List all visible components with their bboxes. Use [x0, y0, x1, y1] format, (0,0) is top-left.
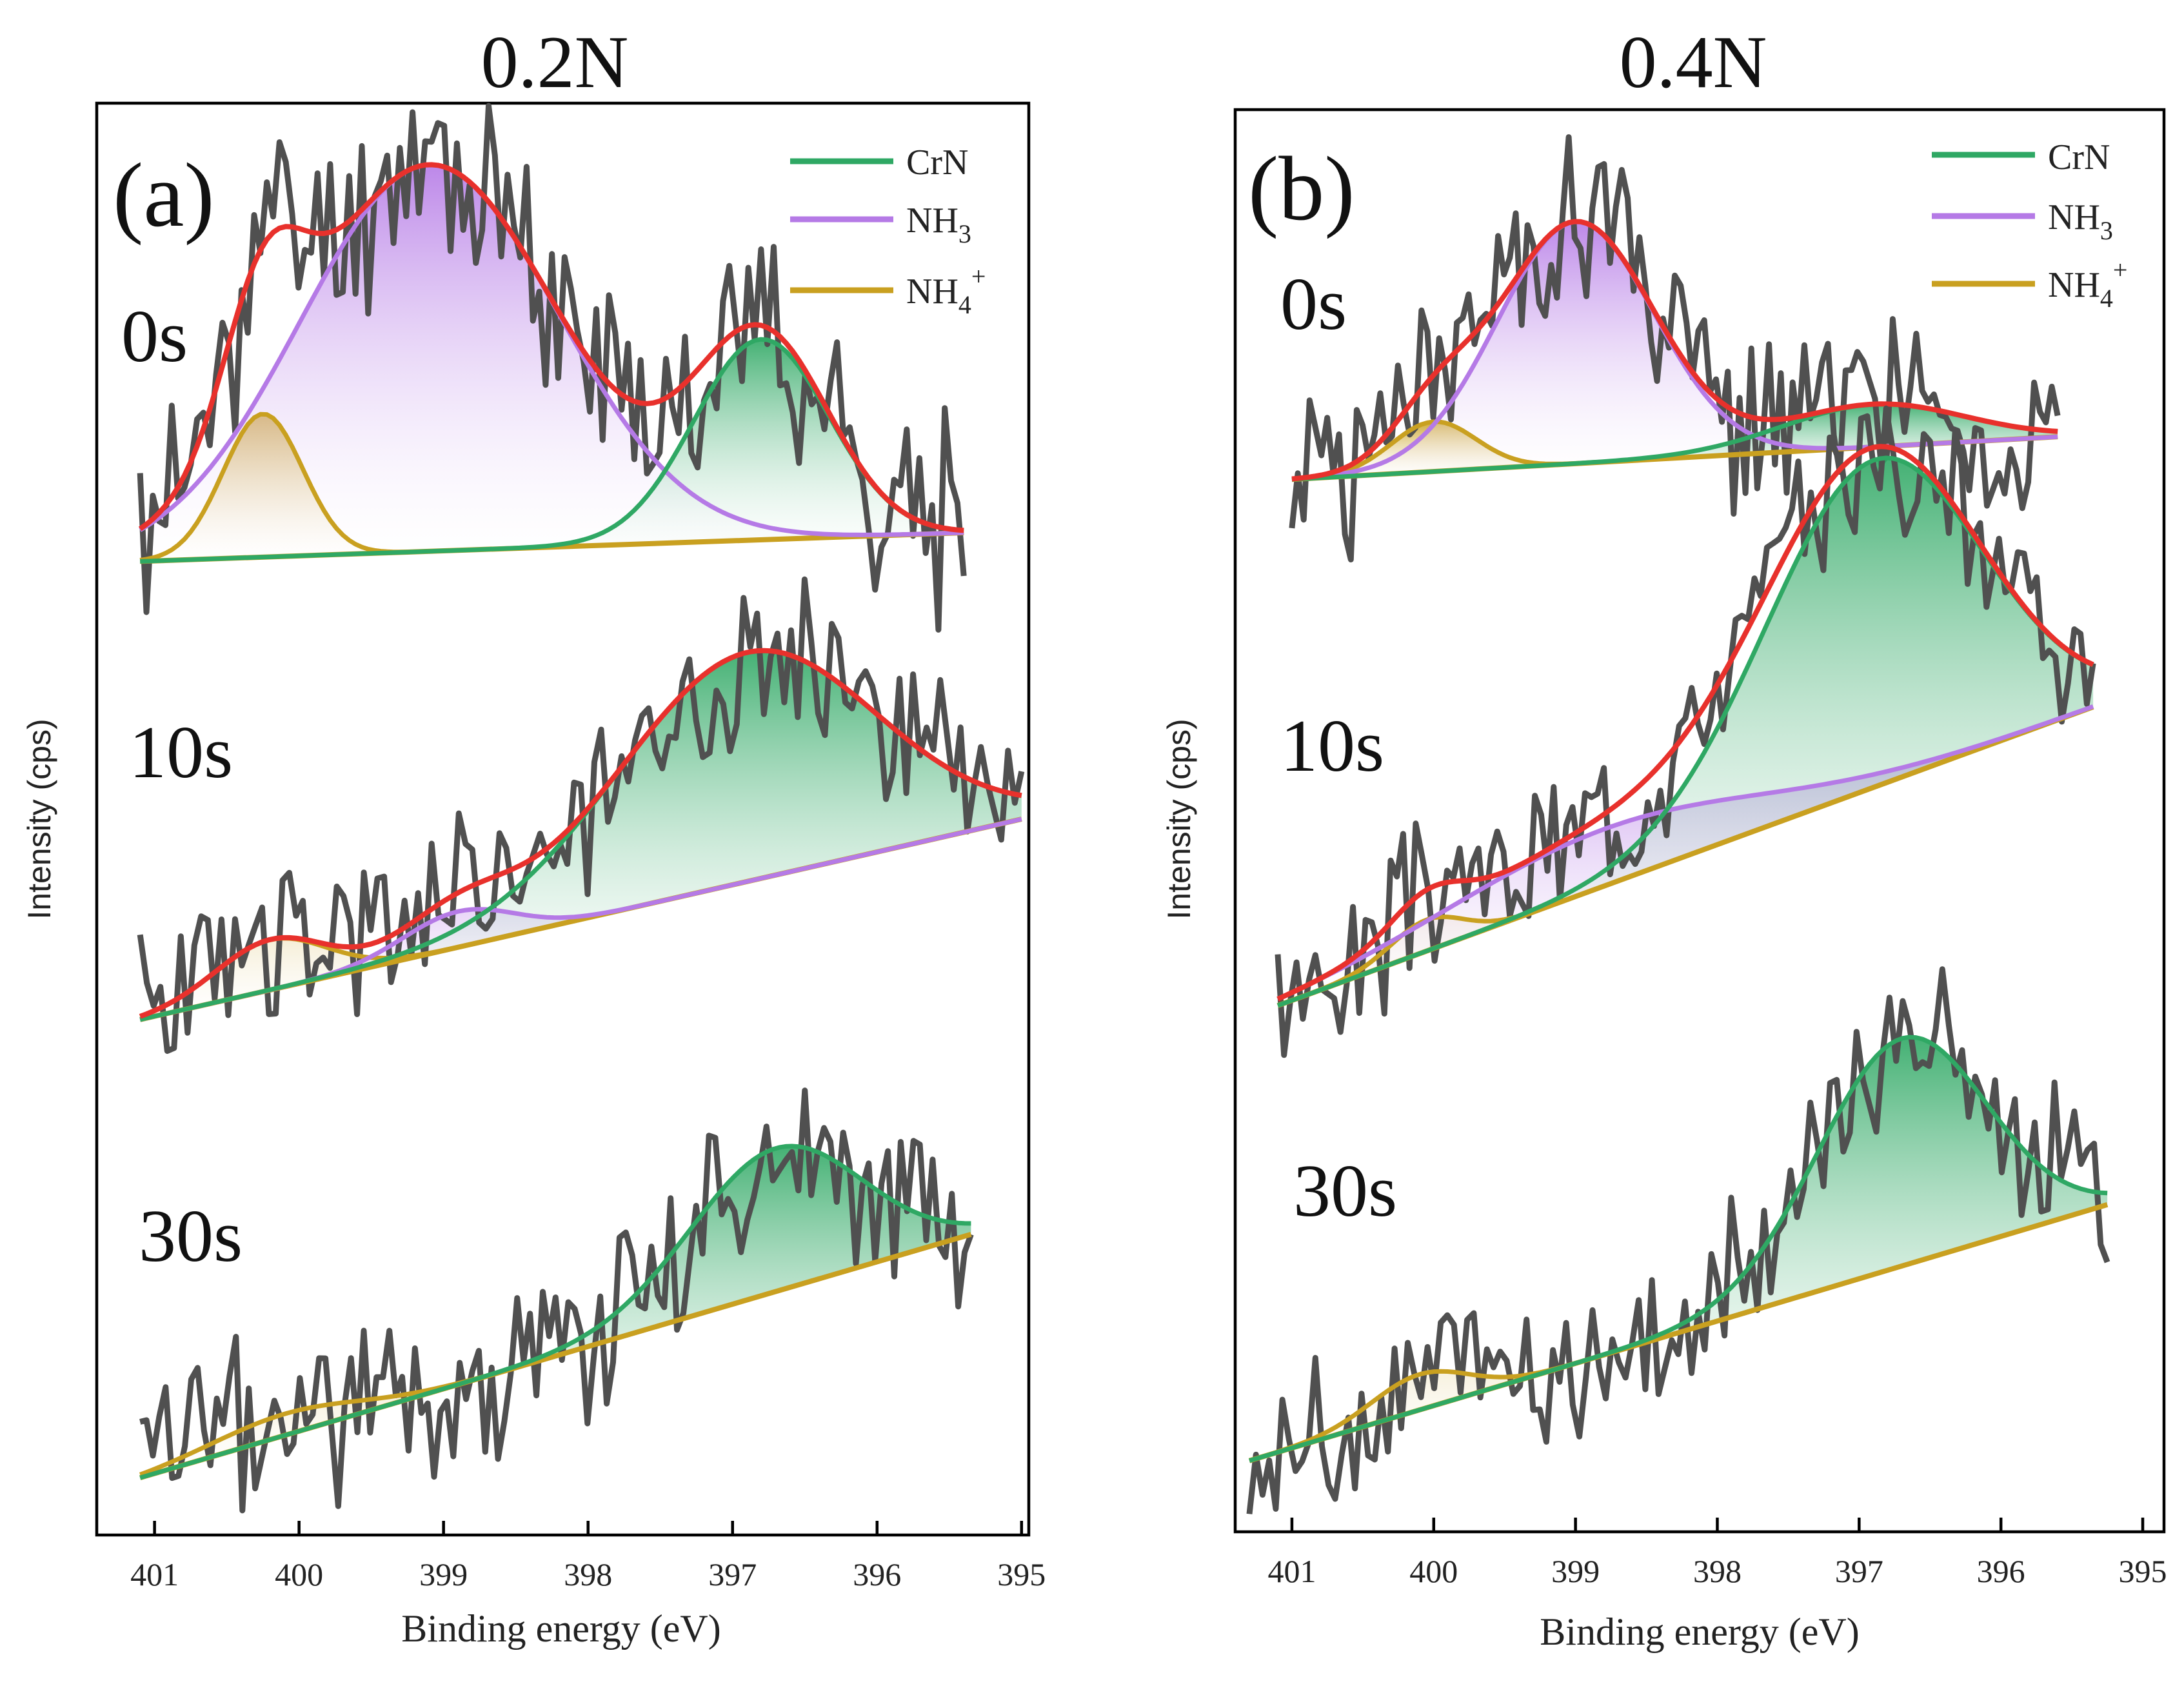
area-CrN-30s — [140, 1146, 971, 1478]
spectrum-10s — [1275, 405, 2096, 1058]
x-tick-label: 396 — [1977, 1553, 2025, 1589]
panel-b-label: (b) — [1248, 137, 1355, 239]
x-tick-label: 398 — [1693, 1553, 1742, 1589]
x-tick-label: 395 — [997, 1556, 1046, 1592]
envelope-0s — [138, 162, 964, 533]
spectrum-10s — [137, 576, 1025, 1054]
x-tick-label: 401 — [130, 1556, 179, 1592]
panel-b-legend: CrN NH3 NH4+ — [1932, 137, 2127, 313]
x-tick-label: 397 — [1835, 1553, 1883, 1589]
x-tick-label: 396 — [853, 1556, 901, 1592]
panel-b-frame — [1233, 108, 2166, 1534]
area-CrN-0s — [140, 339, 964, 562]
panel-b-title: 0.4N — [1620, 21, 1767, 104]
panel-a-title: 0.2N — [481, 21, 629, 104]
spectrum-30s — [139, 1087, 974, 1514]
legend-b-crn-label: CrN — [2048, 137, 2110, 177]
x-tick-label: 400 — [1409, 1553, 1458, 1589]
panel-b-x-axis: 401 400 399 398 397 396 395 — [1267, 1518, 2167, 1589]
x-tick-label: 399 — [419, 1556, 468, 1592]
panel-b: 0.4N (b) CrN NH3 NH4+ 0s 10s 30s 401 400 3… — [1161, 21, 2167, 1653]
panel-a: 0.2N (a) CrN NH3 NH4+ 0s 10s 30s 401 400 3… — [21, 21, 1046, 1650]
envelope-0s — [1291, 219, 2058, 482]
panel-a-plot-area — [137, 103, 1025, 1514]
panel-a-time-0s: 0s — [121, 295, 188, 378]
fit-NH4+-30s — [1248, 1202, 2109, 1463]
fit-NH3-10s — [1276, 704, 2094, 1002]
raw-data-30s — [139, 1087, 974, 1514]
panel-a-time-10s: 10s — [129, 711, 233, 794]
x-tick-label: 398 — [564, 1556, 612, 1592]
legend-b-nh4-label: NH4+ — [2048, 255, 2127, 313]
raw-data-0s — [1289, 134, 2061, 562]
panel-a-x-label: Binding energy (eV) — [401, 1607, 720, 1650]
x-tick-label: 401 — [1267, 1553, 1316, 1589]
area-CrN-30s — [1249, 1037, 2108, 1461]
fit-CrN-30s — [139, 1144, 971, 1480]
panel-a-frame — [95, 101, 1031, 1537]
panel-a-label: (a) — [113, 144, 215, 246]
raw-data-10s — [1275, 405, 2096, 1058]
x-tick-label: 397 — [708, 1556, 757, 1592]
area-CrN-10s — [1278, 458, 2094, 1006]
panel-b-y-label: Intensity (cps) — [1161, 718, 1197, 919]
panel-a-time-30s: 30s — [139, 1195, 243, 1278]
panel-b-time-10s: 10s — [1280, 705, 1384, 788]
panel-a-x-axis: 401 400 399 398 397 396 395 — [130, 1521, 1046, 1592]
envelope-10s — [1276, 444, 2094, 1002]
legend-a-nh3-label: NH3 — [906, 201, 971, 248]
spectrum-30s — [1246, 966, 2110, 1514]
spectrum-0s — [137, 103, 967, 633]
x-tick-label: 400 — [275, 1556, 323, 1592]
fit-NH4+-30s — [139, 1232, 972, 1477]
raw-data-10s — [137, 576, 1025, 1054]
x-tick-label: 399 — [1551, 1553, 1600, 1589]
legend-a-nh4-label: NH4+ — [906, 262, 986, 319]
panel-a-legend: CrN NH3 NH4+ — [790, 143, 986, 319]
fit-CrN-30s — [1249, 1035, 2108, 1463]
panel-a-y-label: Intensity (cps) — [21, 718, 57, 919]
panel-b-plot-area — [1246, 134, 2110, 1514]
legend-b-nh3-label: NH3 — [2048, 197, 2113, 245]
envelope-10s — [139, 648, 1022, 1019]
panel-b-time-0s: 0s — [1280, 263, 1347, 346]
area-CrN-10s — [140, 650, 1022, 1020]
panel-b-x-label: Binding energy (eV) — [1540, 1610, 1859, 1653]
legend-a-crn-label: CrN — [906, 143, 968, 183]
panel-b-time-30s: 30s — [1293, 1150, 1397, 1233]
x-tick-label: 395 — [2119, 1553, 2167, 1589]
